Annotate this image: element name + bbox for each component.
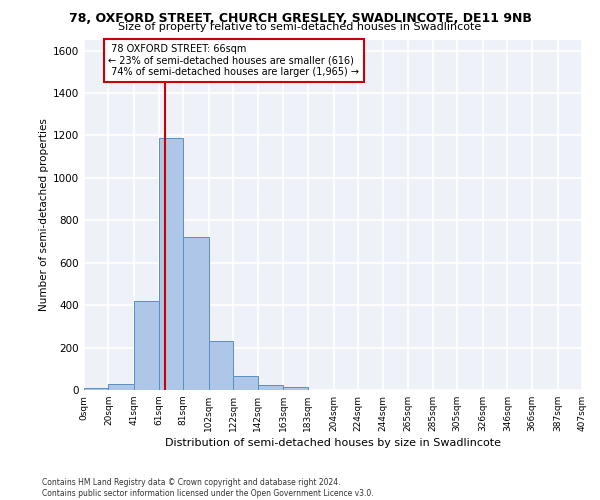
Bar xyxy=(109,384,134,390)
Bar xyxy=(158,138,183,390)
Text: 78, OXFORD STREET, CHURCH GRESLEY, SWADLINCOTE, DE11 9NB: 78, OXFORD STREET, CHURCH GRESLEY, SWADL… xyxy=(68,12,532,26)
Text: Contains HM Land Registry data © Crown copyright and database right 2024.
Contai: Contains HM Land Registry data © Crown c… xyxy=(42,478,374,498)
Text: Size of property relative to semi-detached houses in Swadlincote: Size of property relative to semi-detach… xyxy=(118,22,482,32)
Bar xyxy=(233,376,258,390)
Bar xyxy=(134,301,158,390)
Y-axis label: Number of semi-detached properties: Number of semi-detached properties xyxy=(39,118,49,312)
Bar xyxy=(283,387,308,390)
X-axis label: Distribution of semi-detached houses by size in Swadlincote: Distribution of semi-detached houses by … xyxy=(165,438,501,448)
Bar xyxy=(258,384,283,390)
Bar xyxy=(183,238,209,390)
Bar xyxy=(84,388,109,390)
Text: 78 OXFORD STREET: 66sqm
← 23% of semi-detached houses are smaller (616)
 74% of : 78 OXFORD STREET: 66sqm ← 23% of semi-de… xyxy=(109,44,359,78)
Bar xyxy=(209,341,233,390)
